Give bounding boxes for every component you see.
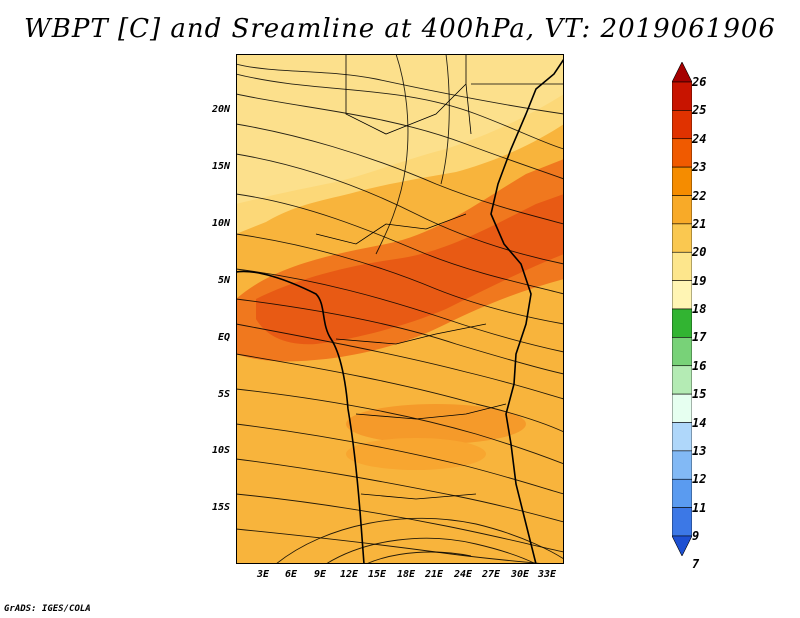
colorbar-label: 20 bbox=[692, 245, 707, 260]
colorbar-label: 16 bbox=[692, 358, 707, 373]
wbpt-field-band-core bbox=[256, 194, 564, 345]
colorbar-segment bbox=[672, 81, 692, 111]
lat-label: 10S bbox=[211, 445, 230, 456]
lon-label: 27E bbox=[481, 569, 501, 580]
colorbar-label: 12 bbox=[692, 472, 707, 487]
credit-text: GrADS: IGES/COLA bbox=[4, 604, 91, 614]
colorbar-segment bbox=[672, 138, 692, 168]
colorbar-segment bbox=[672, 393, 692, 423]
colorbar-label: 22 bbox=[692, 188, 707, 203]
colorbar-label: 17 bbox=[692, 330, 707, 345]
colorbar-segment bbox=[672, 337, 692, 367]
colorbar-segment bbox=[672, 535, 692, 556]
colorbar-segment bbox=[672, 195, 692, 225]
colorbar-segment bbox=[672, 507, 692, 537]
colorbar-label: 26 bbox=[692, 75, 707, 89]
colorbar-segment bbox=[672, 422, 692, 452]
borders bbox=[315, 54, 564, 500]
lat-label: EQ bbox=[217, 332, 230, 343]
lat-label: 5S bbox=[217, 389, 230, 400]
colorbar-segment bbox=[672, 110, 692, 140]
lat-label: 15S bbox=[211, 502, 230, 513]
colorbar-segment bbox=[672, 478, 692, 508]
colorbar-label: 9 bbox=[692, 529, 700, 543]
colorbar-label: 19 bbox=[692, 273, 707, 288]
colorbar-label: 15 bbox=[692, 387, 707, 402]
streamlines bbox=[236, 54, 564, 564]
colorbar-segment bbox=[672, 450, 692, 480]
lon-label: 21E bbox=[424, 569, 444, 580]
wbpt-field-south-patch bbox=[346, 404, 526, 444]
colorbar-label: 11 bbox=[692, 500, 707, 515]
colorbar-label: 23 bbox=[692, 160, 707, 175]
colorbar-segment bbox=[672, 223, 692, 253]
colorbar bbox=[672, 62, 692, 556]
lon-label: 18E bbox=[396, 569, 416, 580]
wbpt-field-north-20 bbox=[236, 54, 564, 204]
colorbar-segment bbox=[672, 62, 692, 83]
chart-title: WBPT [C] and Sreamline at 400hPa, VT: 20… bbox=[24, 14, 776, 44]
lat-label: 15N bbox=[211, 161, 230, 172]
lon-label: 6E bbox=[284, 569, 298, 580]
colorbar-segment bbox=[672, 280, 692, 310]
lon-label: 15E bbox=[367, 569, 387, 580]
colorbar-label: 14 bbox=[692, 415, 707, 430]
map-panel bbox=[236, 54, 564, 564]
lat-label: 10N bbox=[211, 218, 230, 229]
lon-label: 24E bbox=[453, 569, 473, 580]
colorbar-segment bbox=[672, 251, 692, 281]
colorbar-label: 13 bbox=[692, 443, 707, 458]
colorbar-segment bbox=[672, 365, 692, 395]
lat-label: 20N bbox=[211, 104, 230, 115]
colorbar-label: 24 bbox=[692, 131, 707, 146]
lon-label: 12E bbox=[339, 569, 359, 580]
coastlines bbox=[236, 58, 564, 564]
colorbar-label: 7 bbox=[692, 557, 700, 572]
colorbar-segment bbox=[672, 308, 692, 338]
colorbar-label: 25 bbox=[692, 103, 707, 118]
lon-label: 30E bbox=[510, 569, 530, 580]
colorbar-segment bbox=[672, 166, 692, 196]
lon-label: 9E bbox=[313, 569, 327, 580]
colorbar-label: 21 bbox=[692, 216, 707, 231]
lat-label: 5N bbox=[217, 275, 230, 286]
lon-label: 33E bbox=[537, 569, 557, 580]
colorbar-label: 18 bbox=[692, 302, 707, 316]
wbpt-field-south-patch-2 bbox=[346, 438, 486, 470]
lon-label: 3E bbox=[256, 569, 270, 580]
